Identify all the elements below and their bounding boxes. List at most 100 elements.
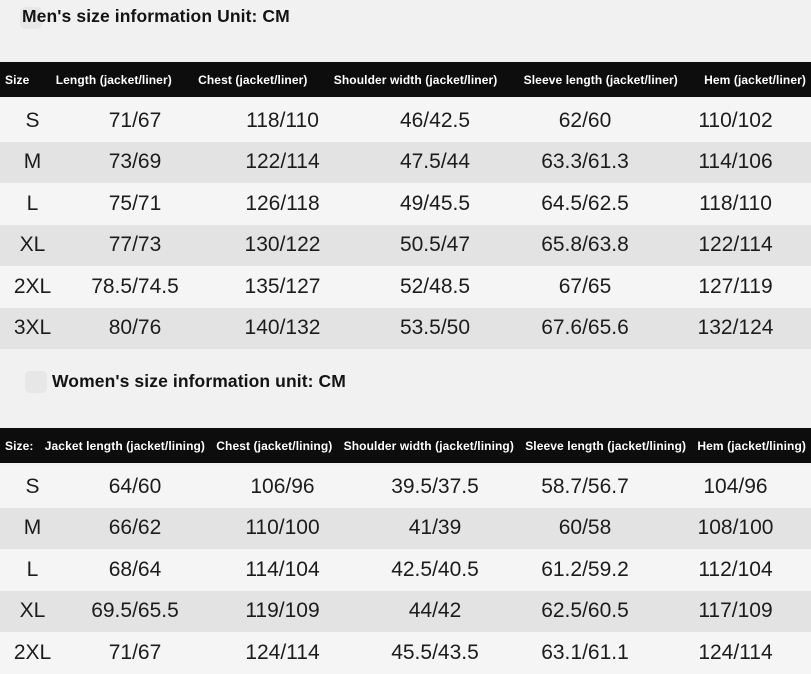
mens-header-col-shoulder: Shoulder width (jacket/liner) [333,72,498,87]
measurement-value: 45.5/43.5 [391,640,479,664]
womens-title-row: Women's size information unit: CM [0,371,811,395]
measurement-value: 104/96 [703,474,768,498]
womens-header-col-chest: Chest (jacket/lining) [216,438,333,453]
measurement-value: 63.3/61.3 [541,150,629,174]
size-label: XL [19,233,46,257]
watermark-icon [20,7,42,29]
measurement-value: 114/104 [245,557,320,581]
measurement-value: 77/73 [108,233,162,257]
mens-header-col-size: Size [5,72,30,87]
size-label: 2XL [13,274,52,298]
measurement-value: 71/67 [108,108,162,132]
measurement-value: 62/60 [558,108,612,132]
size-label: XL [19,599,46,623]
womens-header-col-shoulder: Shoulder width (jacket/lining) [343,438,514,453]
measurement-value: 52/48.5 [399,274,471,298]
table-row: S 71/67 118/110 46/42.5 62/60 110/102 [0,100,811,142]
measurement-value: 75/71 [108,191,162,215]
measurement-value: 118/110 [699,191,772,215]
womens-table-header: Size: Jacket length (jacket/lining) Ches… [0,428,811,463]
measurement-value: 126/118 [245,191,320,215]
measurement-value: 64.5/62.5 [541,191,629,215]
measurement-value: 80/76 [108,316,162,340]
measurement-value: 67.6/65.6 [541,316,629,340]
measurement-value: 110/100 [245,516,320,540]
table-row: 3XL 80/76 140/132 53.5/50 67.6/65.6 132/124 [0,307,811,349]
size-label: M [23,516,42,540]
measurement-value: 118/110 [246,108,319,132]
table-row: M 73/69 122/114 47.5/44 63.3/61.3 114/106 [0,141,811,183]
table-row: XL 69.5/65.5 119/109 44/42 62.5/60.5 117/109 [0,590,811,632]
table-row: XL 77/73 130/122 50.5/47 65.8/63.8 122/114 [0,224,811,266]
size-label: 3XL [13,316,52,340]
measurement-value: 65.8/63.8 [541,233,629,257]
measurement-value: 73/69 [108,150,162,174]
size-label: 2XL [13,640,52,664]
measurement-value: 119/109 [245,599,320,623]
measurement-value: 47.5/44 [399,150,471,174]
womens-size-title: Women's size information unit: CM [52,371,346,391]
measurement-value: 53.5/50 [399,316,471,340]
measurement-value: 46/42.5 [399,108,471,132]
size-label: L [26,557,39,581]
measurement-value: 63.1/61.1 [541,640,629,664]
measurement-value: 122/114 [698,233,773,257]
womens-header-col-length: Jacket length (jacket/lining) [44,438,206,453]
measurement-value: 58.7/56.7 [541,474,629,498]
table-row: 2XL 78.5/74.5 135/127 52/48.5 67/65 127/119 [0,266,811,308]
womens-header-col-hem: Hem (jacket/lining) [697,438,806,453]
measurement-value: 114/106 [698,150,773,174]
measurement-value: 50.5/47 [399,233,471,257]
measurement-value: 135/127 [244,274,321,298]
measurement-value: 60/58 [558,516,612,540]
measurement-value: 132/124 [697,316,774,340]
mens-header-col-sleeve: Sleeve length (jacket/liner) [523,72,678,87]
size-label: L [26,191,39,215]
measurement-value: 64/60 [108,474,162,498]
womens-table-body: S 64/60 106/96 39.5/37.5 58.7/56.7 104/96 M 66/… [0,466,811,674]
measurement-value: 108/100 [697,516,774,540]
measurement-value: 110/102 [698,108,773,132]
measurement-value: 44/42 [408,599,462,623]
watermark-icon [25,371,47,393]
measurement-value: 124/114 [245,640,320,664]
table-row: M 66/62 110/100 41/39 60/58 108/100 [0,507,811,549]
womens-header-col-size: Size: [5,438,34,453]
measurement-value: 61.2/59.2 [541,557,629,581]
measurement-value: 106/96 [250,474,315,498]
measurement-value: 41/39 [408,516,462,540]
measurement-value: 130/122 [244,233,321,257]
mens-table-body: S 71/67 118/110 46/42.5 62/60 110/102 M 73/69 12… [0,100,811,349]
size-label: S [25,108,40,132]
measurement-value: 140/132 [244,316,321,340]
mens-table-header: Size Length (jacket/liner) Chest (jacket… [0,62,811,97]
measurement-value: 42.5/40.5 [391,557,479,581]
measurement-value: 49/45.5 [399,191,471,215]
size-label: S [25,474,40,498]
mens-header-col-chest: Chest (jacket/liner) [198,72,308,87]
table-row: 2XL 71/67 124/114 45.5/43.5 63.1/61.1 124/114 [0,632,811,674]
measurement-value: 69.5/65.5 [91,599,179,623]
measurement-value: 122/114 [245,150,320,174]
measurement-value: 39.5/37.5 [391,474,479,498]
measurement-value: 112/104 [698,557,773,581]
size-label: M [23,150,42,174]
table-row: S 64/60 106/96 39.5/37.5 58.7/56.7 104/96 [0,466,811,508]
table-row: L 75/71 126/118 49/45.5 64.5/62.5 118/110 [0,183,811,225]
measurement-value: 71/67 [108,640,162,664]
measurement-value: 67/65 [558,274,612,298]
measurement-value: 127/119 [698,274,773,298]
mens-title-row: Men's size information Unit: CM [0,0,811,30]
mens-size-title: Men's size information Unit: CM [22,6,290,26]
mens-header-col-length: Length (jacket/liner) [55,72,172,87]
measurement-value: 124/114 [698,640,773,664]
mens-header-col-hem: Hem (jacket/liner) [704,72,806,87]
measurement-value: 78.5/74.5 [91,274,179,298]
measurement-value: 117/109 [698,599,773,623]
womens-header-col-sleeve: Sleeve length (jacket/lining) [525,438,687,453]
table-row: L 68/64 114/104 42.5/40.5 61.2/59.2 112/104 [0,549,811,591]
measurement-value: 62.5/60.5 [541,599,629,623]
measurement-value: 68/64 [108,557,162,581]
measurement-value: 66/62 [108,516,162,540]
